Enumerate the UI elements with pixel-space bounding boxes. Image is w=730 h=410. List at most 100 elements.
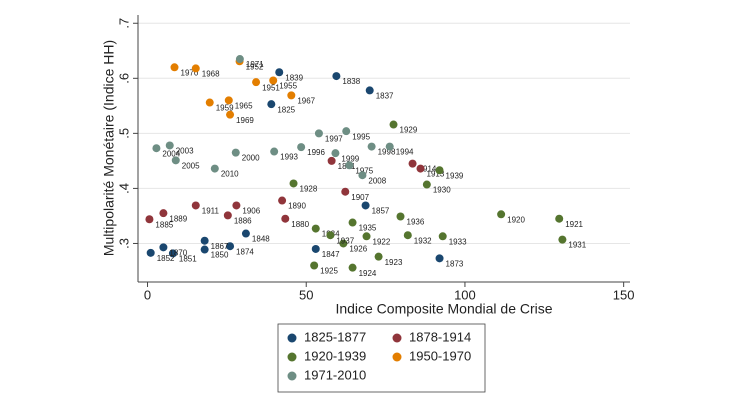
legend-marker	[392, 333, 402, 343]
point-label: 1965	[235, 101, 253, 110]
point-label: 2005	[182, 161, 200, 170]
point	[287, 91, 296, 100]
y-tick-label: .5	[116, 128, 131, 139]
point-label: 1874	[236, 247, 254, 256]
legend-marker	[287, 352, 297, 362]
x-tick-label: 150	[613, 287, 635, 302]
point	[555, 214, 564, 223]
point-label: 1873	[446, 259, 464, 268]
point-label: 1925	[320, 267, 338, 276]
point	[374, 252, 383, 261]
point	[241, 229, 250, 238]
point-label: 1995	[352, 132, 370, 141]
x-tick-label: 50	[299, 287, 313, 302]
point	[367, 142, 376, 151]
point	[210, 164, 219, 173]
point-label: 1933	[449, 237, 467, 246]
point	[396, 212, 405, 221]
point-label: 1914	[419, 165, 437, 174]
point	[435, 166, 444, 175]
point	[416, 164, 425, 173]
point-label: 1968	[202, 70, 220, 79]
point	[339, 239, 348, 248]
point	[289, 179, 298, 188]
point-label: 2010	[221, 170, 239, 179]
point	[226, 242, 235, 251]
point	[145, 215, 154, 224]
point-label: 1993	[280, 153, 298, 162]
y-tick-label: .6	[116, 73, 131, 84]
point	[311, 224, 320, 233]
point-label: 1907	[351, 193, 369, 202]
point-label: 1852	[157, 254, 175, 263]
point-label: 1999	[341, 154, 359, 163]
point	[422, 180, 431, 189]
point-label: 1969	[236, 116, 254, 125]
point-label: 1996	[307, 148, 325, 157]
point	[385, 142, 394, 151]
point	[226, 110, 235, 119]
point-label: 1971	[246, 60, 264, 69]
point	[345, 161, 354, 170]
point	[389, 120, 398, 129]
point-label: 2004	[162, 149, 180, 158]
point	[191, 64, 200, 73]
point	[165, 141, 174, 150]
point-label: 1839	[285, 73, 303, 82]
point-label: 1951	[262, 83, 280, 92]
point	[358, 171, 367, 180]
point-label: 1936	[407, 218, 425, 227]
point-label: 1889	[169, 214, 187, 223]
point-label: 1848	[252, 235, 270, 244]
legend-box	[277, 323, 486, 393]
point	[332, 72, 341, 81]
point-label: 1847	[322, 250, 340, 259]
point-label: 2008	[368, 176, 386, 185]
point	[191, 201, 200, 210]
legend-label: 1920-1939	[304, 348, 366, 363]
point-label: 1997	[325, 134, 343, 143]
point-label: 1967	[297, 96, 315, 105]
point-label: 1890	[288, 202, 306, 211]
point-label: 1838	[342, 77, 360, 86]
point-label: 1955	[279, 82, 297, 91]
point-label: 1870	[169, 248, 187, 257]
point-label: 1931	[568, 241, 586, 250]
y-tick-label: .7	[116, 18, 131, 29]
point-label: 1937	[336, 236, 354, 245]
point	[342, 127, 351, 136]
point-label: 1906	[242, 207, 260, 216]
point	[341, 187, 350, 196]
point	[438, 232, 447, 241]
point	[269, 76, 278, 85]
legend-label: 1825-1877	[304, 329, 366, 344]
point-label: 1932	[414, 236, 432, 245]
legend-label: 1878-1914	[409, 329, 471, 344]
point	[326, 231, 335, 240]
point	[232, 201, 241, 210]
point	[497, 210, 506, 219]
point	[558, 235, 567, 244]
point-label: 1998	[378, 148, 396, 157]
point	[152, 144, 161, 153]
point	[159, 209, 168, 218]
point-label: 1885	[155, 220, 173, 229]
point-label: 1913	[427, 170, 445, 179]
point-label: 2003	[176, 147, 194, 156]
point	[311, 244, 320, 253]
x-tick-label: 100	[454, 287, 476, 302]
point	[403, 231, 412, 240]
point-label: 1930	[433, 186, 451, 195]
point	[235, 55, 244, 64]
point	[348, 218, 357, 227]
point	[159, 243, 168, 252]
point	[281, 214, 290, 223]
x-axis-title: Indice Composite Mondial de Crise	[335, 301, 552, 317]
point-label: 1886	[234, 216, 252, 225]
point-label: 1923	[385, 258, 403, 267]
point-label: 1926	[349, 245, 367, 254]
legend-label: 1971-2010	[304, 367, 366, 382]
point-label: 1929	[400, 126, 418, 135]
point	[275, 68, 284, 77]
